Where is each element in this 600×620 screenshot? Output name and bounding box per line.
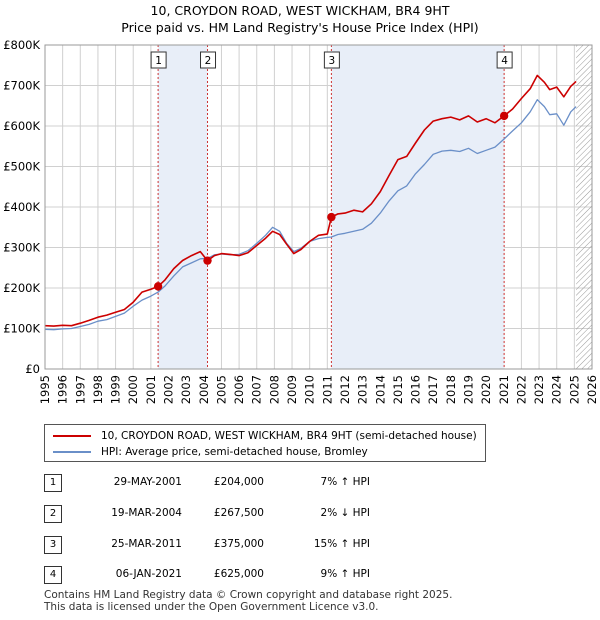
price-chart: 1 2 3 4 £0 £100K £200K £300K £400K £500K £600K £70… — [3, 38, 599, 404]
x-tick-label: 2005 — [214, 375, 228, 404]
y-tick-label: £400K — [3, 200, 40, 214]
sale-point — [499, 111, 509, 121]
transaction-number: 1 — [44, 474, 62, 492]
x-tick-label: 2006 — [232, 375, 246, 404]
x-tick-label: 2008 — [267, 375, 281, 404]
y-tick-label: £500K — [3, 160, 40, 174]
x-tick-label: 2023 — [532, 375, 546, 404]
sale-badge-label: 1 — [155, 55, 162, 67]
x-tick-label: 2000 — [126, 375, 140, 404]
sale-badge — [323, 51, 340, 69]
transaction-price: £204,000 — [213, 476, 264, 488]
y-tick-label: £300K — [3, 241, 40, 255]
sale-point — [327, 212, 336, 222]
x-tick-label: 1999 — [109, 375, 123, 404]
x-tick-label: 2001 — [144, 375, 158, 404]
x-tick-label: 2026 — [585, 375, 599, 404]
transaction-number: 3 — [44, 536, 62, 554]
x-tick-label: 2019 — [461, 375, 475, 404]
y-tick-label: £200K — [3, 281, 40, 295]
footer-line-2: This data is licensed under the Open Gov… — [44, 601, 379, 613]
x-tick-label: 1998 — [91, 375, 105, 404]
forecast-hatch — [576, 45, 592, 369]
hpi-line — [44, 99, 577, 331]
x-tick-label: 2022 — [514, 375, 528, 404]
x-tick-label: 2017 — [426, 375, 440, 404]
transaction-hpi: 2% ↓ HPI — [320, 507, 370, 519]
sale-badge-label: 4 — [501, 55, 508, 67]
x-tick-label: 2016 — [409, 375, 423, 404]
sale-badge-label: 3 — [329, 55, 336, 67]
shaded-period — [158, 45, 208, 369]
plot-border — [44, 44, 593, 370]
transaction-price: £375,000 — [213, 538, 264, 550]
x-tick-label: 1995 — [38, 375, 52, 404]
sale-badge — [200, 51, 217, 69]
x-tick-label: 2009 — [285, 375, 299, 404]
x-tick-label: 2013 — [356, 375, 370, 404]
x-tick-label: 2014 — [373, 375, 387, 404]
x-tick-label: 2018 — [444, 375, 458, 404]
transaction-hpi: 7% ↑ HPI — [320, 476, 370, 488]
legend-swatch-hpi — [53, 451, 91, 453]
footer-attribution: Contains HM Land Registry data © Crown c… — [44, 589, 452, 613]
chart-title: 10, CROYDON ROAD, WEST WICKHAM, BR4 9HT — [150, 3, 450, 18]
x-tick-label: 2024 — [550, 375, 564, 404]
transaction-date: 25-MAR-2011 — [111, 538, 182, 550]
transaction-hpi: 9% ↑ HPI — [320, 568, 370, 580]
y-tick-label: £700K — [3, 79, 40, 93]
x-tick-label: 2004 — [197, 375, 211, 404]
legend-label-property: 10, CROYDON ROAD, WEST WICKHAM, BR4 9HT … — [101, 430, 477, 442]
x-tick-label: 2025 — [567, 375, 581, 404]
x-tick-label: 2020 — [479, 375, 493, 404]
transaction-price: £267,500 — [213, 507, 264, 519]
chart-subtitle: Price paid vs. HM Land Registry's House … — [121, 20, 479, 35]
y-tick-label: £800K — [3, 38, 40, 52]
transaction-price: £625,000 — [213, 568, 264, 580]
sale-point — [203, 256, 212, 265]
transaction-date: 29-MAY-2001 — [113, 476, 182, 488]
sale-badge — [150, 51, 167, 69]
x-tick-label: 2011 — [320, 375, 334, 404]
transaction-date: 06-JAN-2021 — [115, 568, 182, 580]
chart-legend: 10, CROYDON ROAD, WEST WICKHAM, BR4 9HT … — [44, 424, 486, 462]
y-tick-label: £0 — [25, 362, 40, 376]
legend-swatch-property — [53, 435, 91, 437]
sale-point — [153, 282, 163, 291]
footer-line-1: Contains HM Land Registry data © Crown c… — [44, 589, 453, 601]
transaction-date: 19-MAR-2004 — [111, 507, 182, 519]
sale-badge-label: 2 — [205, 55, 212, 67]
x-tick-label: 2012 — [338, 375, 352, 404]
x-tick-label: 2021 — [497, 375, 511, 404]
property-price-line — [44, 74, 577, 327]
x-tick-label: 2015 — [391, 375, 405, 404]
transaction-hpi: 15% ↑ HPI — [313, 538, 370, 550]
transaction-number: 4 — [44, 566, 62, 584]
x-tick-label: 2007 — [250, 375, 264, 404]
x-tick-label: 1996 — [56, 375, 70, 404]
transaction-number: 2 — [44, 505, 62, 523]
x-tick-label: 1997 — [73, 375, 87, 404]
x-tick-label: 2003 — [179, 375, 193, 404]
shaded-period — [331, 45, 505, 369]
x-tick-label: 2002 — [162, 375, 176, 404]
legend-label-hpi: HPI: Average price, semi-detached house,… — [101, 446, 368, 458]
sale-badge — [496, 51, 513, 69]
y-tick-label: £100K — [3, 322, 40, 336]
x-tick-label: 2010 — [303, 375, 317, 404]
y-tick-label: £600K — [3, 119, 40, 133]
